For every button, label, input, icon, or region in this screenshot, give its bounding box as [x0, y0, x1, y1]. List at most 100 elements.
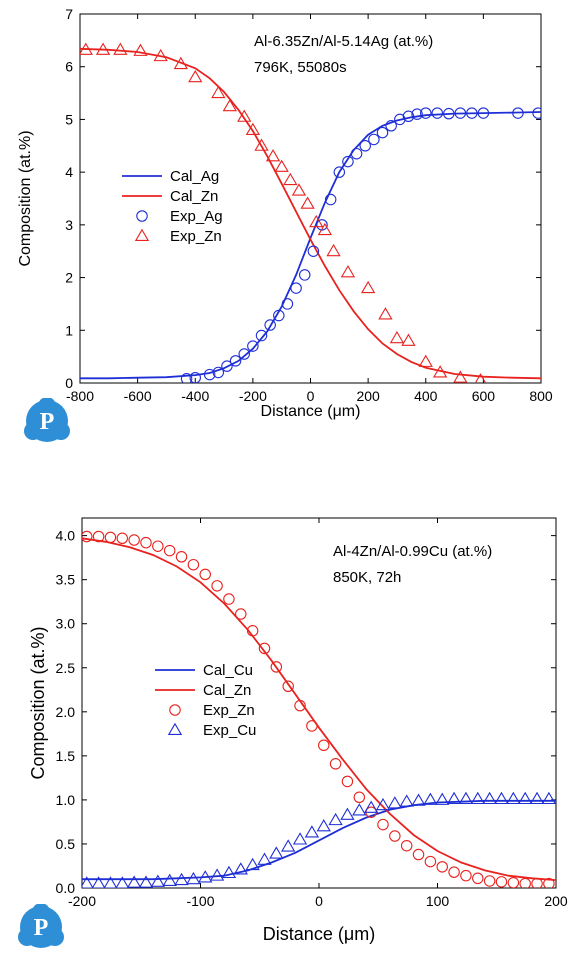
data-point-exp-ag: [281, 298, 294, 310]
data-point-exp-zn: [495, 876, 508, 888]
legend: Cal_Cu Cal_Zn Exp_Zn Exp_Cu: [155, 662, 256, 739]
data-point-exp-ag: [290, 282, 302, 294]
data-point-exp-ag: [221, 360, 233, 372]
x-tick-label: -100: [186, 893, 214, 909]
data-point-exp-zn: [433, 365, 448, 378]
data-point-exp-zn: [82, 530, 93, 543]
data-point-exp-zn: [389, 830, 401, 842]
data-point-exp-zn: [265, 149, 281, 162]
data-point-exp-zn: [389, 330, 405, 344]
data-point-exp-zn: [128, 534, 140, 546]
data-point-exp-ag: [333, 166, 346, 178]
data-point-exp-zn: [153, 48, 168, 62]
data-point-exp-zn: [360, 280, 376, 294]
data-point-exp-zn: [223, 593, 235, 605]
data-point-exp-zn: [472, 872, 484, 885]
data-point-exp-cu: [304, 825, 320, 838]
x-tick-label: -400: [181, 388, 209, 404]
data-point-exp-zn: [133, 43, 148, 56]
data-point-exp-ag: [342, 155, 354, 168]
series-exp-zn: [80, 42, 487, 383]
series-line-cal-zn: [82, 537, 556, 881]
data-point-exp-ag: [431, 107, 444, 119]
series-cal-ag: [80, 111, 541, 380]
chart-svg-diffusion-zn-ag: -800 -600 -400 -200 0 200 400 600 800 0 1 2 3 4 5 6 7 Dis…: [17, 6, 553, 420]
data-point-exp-cu: [352, 803, 367, 816]
logo-letter: P: [40, 409, 55, 435]
series-exp-zn: [82, 530, 555, 888]
data-point-exp-zn: [245, 122, 261, 135]
data-point-exp-ag: [324, 193, 337, 206]
data-point-exp-cu: [340, 807, 355, 820]
legend-swatch: [134, 228, 150, 242]
series-cal-zn: [80, 47, 541, 380]
data-point-exp-zn: [211, 85, 226, 99]
data-point-exp-zn: [378, 307, 393, 320]
data-point-exp-cu: [245, 857, 260, 871]
y-tick-label: 4.0: [56, 528, 76, 544]
data-point-exp-cu: [399, 794, 414, 807]
legend-label: Exp_Cu: [203, 722, 256, 739]
data-point-exp-cu: [209, 868, 225, 881]
x-tick-label: 400: [414, 388, 438, 404]
chart-diffusion-zn-cu: -200 -100 0 100 200 0.0 0.5 1.0 1.5 2.0 2.5 3.0 3.5 4…: [0, 480, 574, 954]
data-point-exp-zn: [317, 739, 330, 752]
data-point-exp-zn: [80, 42, 93, 55]
data-point-exp-cu: [316, 819, 331, 832]
annotation-line-0: Al-4Zn/Al-0.99Cu (at.%): [333, 543, 492, 560]
data-point-exp-zn: [282, 680, 294, 693]
data-point-exp-cu: [150, 874, 165, 887]
data-point-exp-cu: [103, 876, 118, 888]
data-point-exp-zn: [175, 551, 188, 563]
data-point-exp-zn: [300, 196, 315, 209]
y-tick-label: 7: [65, 6, 73, 22]
data-point-exp-ag: [273, 309, 285, 322]
data-point-exp-ag: [368, 133, 380, 146]
data-point-exp-cu: [423, 792, 438, 805]
x-tick-label: -800: [66, 388, 94, 404]
data-point-exp-zn: [453, 370, 468, 383]
series-cal-zn: [82, 537, 556, 881]
x-tick-label: 800: [529, 388, 553, 404]
data-point-exp-cu: [281, 839, 296, 852]
data-point-exp-cu: [529, 791, 545, 805]
data-point-exp-cu: [257, 852, 272, 865]
data-point-exp-zn: [401, 333, 416, 346]
data-point-exp-zn: [309, 214, 324, 228]
data-point-exp-cu: [174, 872, 189, 886]
chart-svg-diffusion-zn-cu: -200 -100 0 100 200 0.0 0.5 1.0 1.5 2.0 2.5 3.0 3.5 4…: [28, 517, 568, 944]
data-point-exp-zn: [270, 661, 283, 673]
data-point-exp-zn: [519, 877, 531, 888]
data-point-exp-zn: [418, 354, 433, 367]
data-point-exp-cu: [541, 791, 556, 805]
x-tick-label: -200: [68, 893, 96, 909]
x-tick-label: 600: [472, 388, 496, 404]
y-tick-label: 2.0: [56, 704, 76, 720]
data-point-exp-cu: [411, 793, 426, 806]
y-tick-label: 2: [65, 270, 73, 286]
data-point-exp-cu: [506, 791, 521, 805]
legend-label: Cal_Ag: [170, 168, 219, 185]
data-point-exp-zn: [460, 869, 472, 882]
data-point-exp-ag: [419, 107, 432, 119]
data-point-exp-zn: [222, 98, 237, 112]
data-point-exp-zn: [152, 540, 164, 552]
data-point-exp-ag: [466, 107, 478, 119]
data-point-exp-cu: [458, 791, 474, 805]
data-point-exp-zn: [140, 536, 152, 549]
data-point-exp-zn: [92, 530, 105, 543]
data-point-exp-ag: [203, 368, 216, 381]
data-point-exp-ag: [376, 126, 389, 139]
y-tick-label: 4: [65, 164, 73, 180]
data-point-exp-ag: [350, 147, 363, 160]
data-point-exp-zn: [340, 265, 356, 278]
annotation-line-1: 796K, 55080s: [254, 59, 347, 76]
y-tick-label: 0.5: [56, 836, 76, 852]
legend-label: Cal_Cu: [203, 662, 253, 679]
data-point-exp-ag: [512, 107, 524, 119]
data-point-exp-ag: [212, 366, 225, 379]
data-point-exp-zn: [188, 69, 203, 83]
data-point-exp-ag: [247, 340, 259, 352]
data-point-exp-zn: [294, 699, 306, 712]
data-point-exp-cu: [518, 791, 533, 805]
